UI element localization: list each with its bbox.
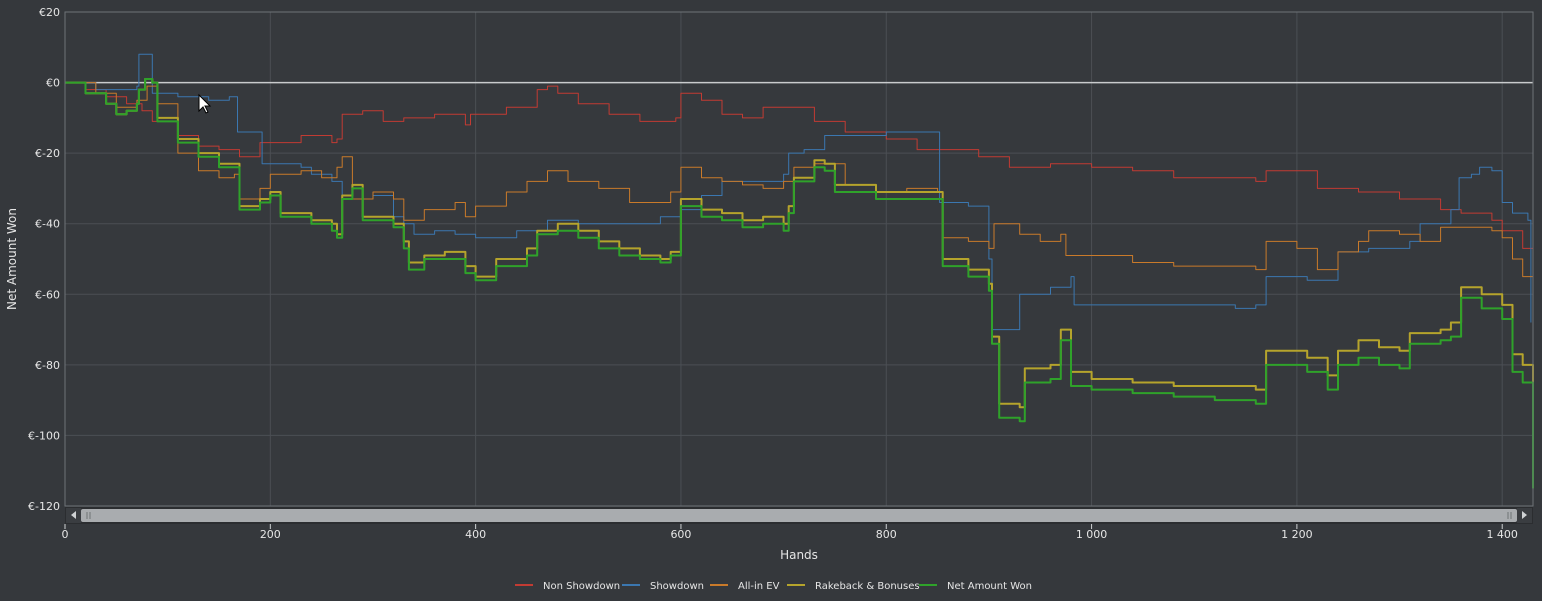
legend-label: Rakeback & Bonuses: [815, 581, 920, 592]
series-line-net-amount-won: [65, 78, 1534, 489]
y-tick-label: €-80: [35, 359, 60, 372]
y-axis: €20 €0 €-20 €-40 €-60 €-80 €-100 €-120: [28, 6, 60, 513]
plot-border: [64, 11, 1534, 507]
grid-lines: [65, 12, 1533, 506]
y-tick-label: €-120: [28, 500, 60, 513]
scroll-left-arrow-icon: [71, 511, 76, 519]
series-line-all-in-ev: [65, 82, 1534, 281]
y-tick-label: €-60: [35, 288, 60, 301]
legend-label: Showdown: [650, 581, 704, 592]
scroll-right-arrow-icon: [1522, 511, 1527, 519]
series-line-rakeback-bonuses: [65, 78, 1534, 471]
x-axis: 0 200 400 600 800 1 000 1 200 1 400: [62, 524, 1518, 541]
mouse-cursor-icon: [198, 93, 212, 114]
scroll-thumb-left-grip-icon: [86, 512, 91, 519]
plot-area: [65, 12, 1533, 506]
y-tick-label: €-20: [35, 147, 60, 160]
y-tick-label: €0: [46, 77, 60, 90]
series-layer: [65, 53, 1534, 489]
x-tick-label: 400: [465, 528, 486, 541]
x-tick-label: 1 200: [1281, 528, 1313, 541]
x-tick-label: 200: [260, 528, 281, 541]
legend-label: Net Amount Won: [947, 581, 1032, 592]
x-tick-label: 600: [670, 528, 691, 541]
y-tick-label: €-100: [28, 429, 60, 442]
legend-label: Non Showdown: [543, 581, 620, 592]
legend: Non Showdown Showdown All-in EV Rakeback & …: [515, 581, 1032, 592]
x-tick-label: 1 000: [1076, 528, 1108, 541]
scrollbar-thumb[interactable]: [81, 509, 1517, 522]
x-tick-label: 0: [62, 528, 69, 541]
x-axis-title: Hands: [780, 548, 818, 562]
series-line-non-showdown: [65, 82, 1534, 252]
y-tick-label: €20: [39, 6, 60, 19]
scroll-thumb-right-grip-icon: [1507, 512, 1512, 519]
x-tick-label: 800: [876, 528, 897, 541]
y-axis-title: Net Amount Won: [5, 208, 19, 310]
y-tick-label: €-40: [35, 218, 60, 231]
series-line-showdown: [65, 53, 1532, 331]
horizontal-scrollbar[interactable]: [65, 507, 1533, 524]
x-tick-label: 1 400: [1486, 528, 1518, 541]
legend-label: All-in EV: [738, 581, 780, 592]
